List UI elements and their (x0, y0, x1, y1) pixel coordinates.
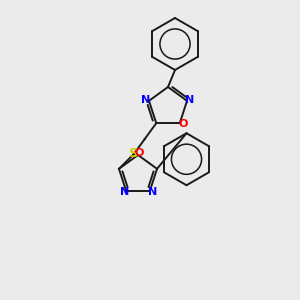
Text: N: N (185, 95, 195, 105)
Text: N: N (141, 95, 151, 105)
Text: O: O (178, 119, 188, 129)
Text: N: N (148, 187, 158, 197)
Text: O: O (134, 148, 144, 158)
Text: S: S (129, 147, 139, 161)
Text: N: N (120, 187, 129, 197)
